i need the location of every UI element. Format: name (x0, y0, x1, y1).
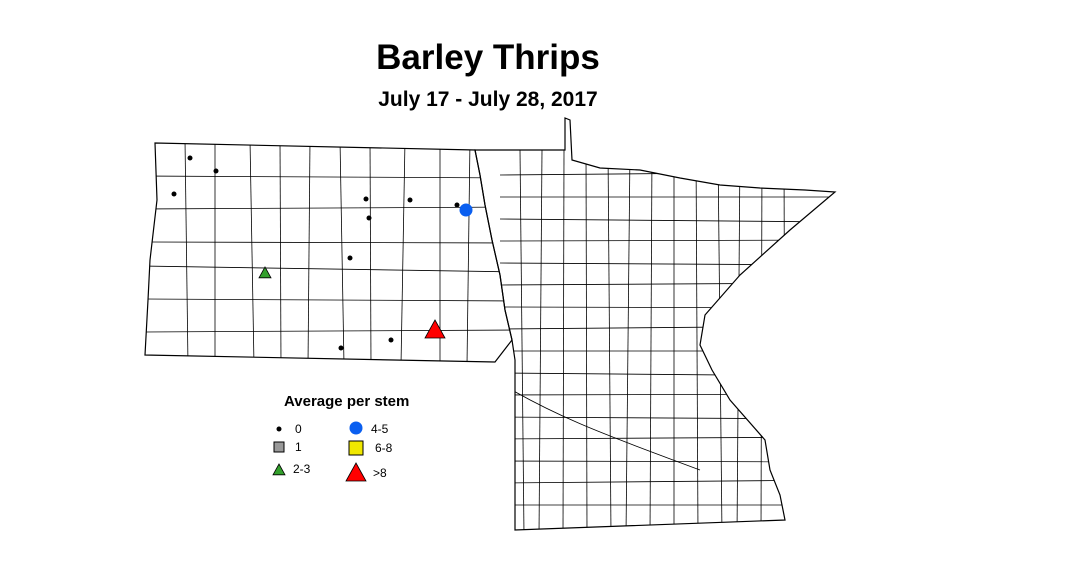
county-line (499, 460, 835, 463)
county-line (499, 416, 835, 420)
county-line (499, 436, 835, 440)
county-line (499, 218, 835, 223)
map-title: Barley Thrips (376, 38, 600, 77)
county-line (499, 393, 835, 396)
triangle-marker (345, 462, 367, 482)
county-line (499, 282, 835, 286)
county-line (717, 149, 723, 530)
dot-marker (363, 196, 369, 202)
triangle-marker (272, 463, 286, 476)
county-line (499, 306, 835, 309)
dot-marker (454, 202, 460, 208)
county-line (369, 143, 372, 362)
county-line (499, 479, 835, 484)
county-line (585, 149, 588, 530)
county-line (760, 149, 763, 530)
legend-label: 4-5 (371, 422, 389, 436)
county-line (783, 149, 786, 530)
county-line (499, 262, 835, 266)
county-line (562, 149, 565, 530)
county-line (736, 149, 741, 530)
square-marker (348, 440, 364, 456)
county-line (625, 149, 631, 530)
county-line (184, 143, 189, 362)
county-line (519, 149, 525, 530)
dot-marker (347, 255, 353, 261)
dot-marker (171, 191, 177, 197)
legend-label: 2-3 (293, 462, 311, 476)
county-line (538, 149, 543, 530)
legend-label: 0 (295, 422, 302, 436)
county-line (695, 149, 699, 530)
legend-title: Average per stem (284, 393, 410, 410)
north-dakota-outline (144, 142, 513, 363)
triangle-marker (424, 319, 446, 339)
dot-marker (276, 426, 282, 432)
triangle-marker (258, 266, 272, 279)
circle-marker (459, 203, 473, 217)
county-line (145, 265, 512, 273)
site-markers (171, 155, 473, 351)
county-line (607, 149, 612, 530)
county-line (400, 143, 406, 362)
county-line (499, 171, 835, 176)
county-line (499, 325, 835, 330)
county-line (145, 241, 512, 244)
dot-marker (338, 345, 344, 351)
county-line (145, 329, 512, 333)
dot-marker (407, 197, 413, 203)
county-line (649, 149, 653, 530)
dot-marker (213, 168, 219, 174)
north-dakota-counties (145, 143, 512, 362)
dot-marker (366, 215, 372, 221)
county-line (499, 239, 835, 242)
square-marker (273, 441, 285, 453)
legend-label: 1 (295, 440, 302, 454)
dot-marker (388, 337, 394, 343)
legend-symbols (272, 421, 367, 482)
dot-marker (187, 155, 193, 161)
minnesota-outline (474, 117, 836, 531)
county-line (466, 143, 471, 362)
circle-marker (349, 421, 363, 435)
county-line (145, 298, 512, 302)
river-line (494, 379, 701, 471)
minnesota-counties (494, 149, 835, 530)
county-line (499, 372, 835, 377)
county-line (307, 143, 311, 362)
map-subtitle: July 17 - July 28, 2017 (378, 88, 598, 111)
legend-label: >8 (373, 466, 387, 480)
county-line (279, 143, 282, 362)
county-line (249, 143, 255, 362)
county-line (339, 143, 345, 362)
county-line (145, 175, 512, 179)
legend-label: 6-8 (375, 441, 393, 455)
